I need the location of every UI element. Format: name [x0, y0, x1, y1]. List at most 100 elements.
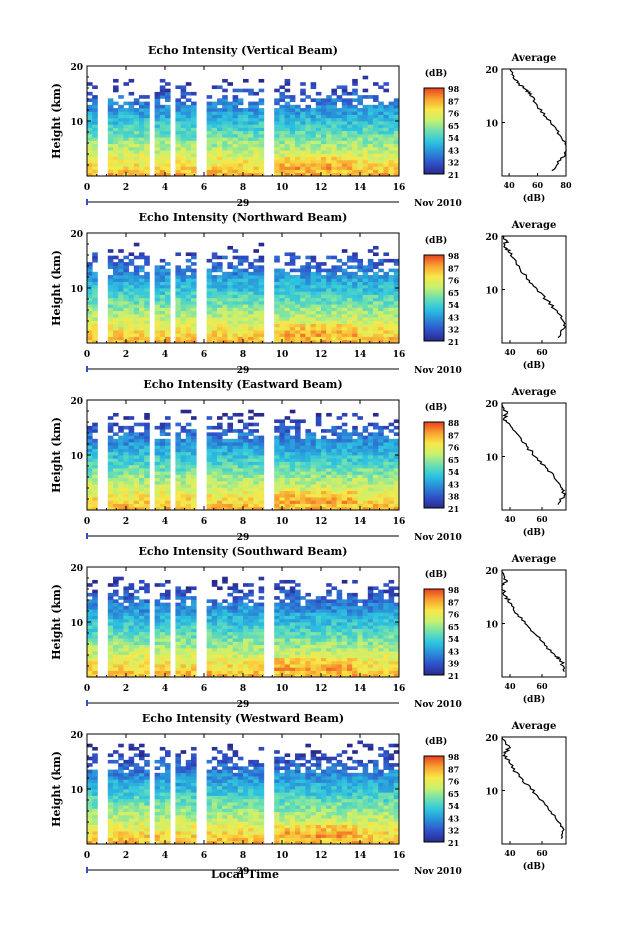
heatmap-cell [378, 140, 384, 145]
heatmap-cell [383, 150, 389, 154]
heatmap-cell [357, 121, 363, 125]
heatmap-cell [253, 448, 259, 453]
heatmap-cell [232, 445, 239, 449]
heatmap-cell [123, 634, 129, 639]
heatmap-cell [180, 95, 187, 99]
heatmap-cell [367, 474, 374, 479]
heatmap-cell [289, 137, 296, 141]
heatmap-cell [362, 307, 369, 312]
heatmap-cell [295, 278, 301, 282]
heatmap-cell [144, 442, 150, 446]
heatmap-cell [107, 288, 114, 292]
heatmap-cell [165, 336, 171, 341]
heatmap-cell [357, 163, 363, 167]
heatmap-cell [253, 484, 259, 488]
heatmap-cell [378, 500, 384, 504]
heatmap-cell [321, 121, 327, 125]
heatmap-cell [258, 320, 265, 324]
heatmap-cell [87, 300, 93, 305]
heatmap-cell [232, 98, 239, 102]
heatmap-cell [227, 310, 233, 315]
heatmap-cell [118, 673, 124, 678]
heatmap-cell [362, 294, 369, 299]
heatmap-cell [300, 506, 306, 511]
heatmap-cell [284, 294, 291, 299]
heatmap-cell [352, 448, 358, 453]
heatmap-cell [367, 323, 374, 328]
heatmap-cell [118, 602, 124, 607]
heatmap-cell [123, 644, 129, 649]
heatmap-cell [274, 451, 280, 456]
heatmap-cell [284, 288, 291, 292]
heatmap-cell [191, 130, 197, 135]
heatmap-cell [227, 307, 233, 312]
heatmap-cell [315, 490, 322, 495]
heatmap-cell [92, 467, 98, 472]
heatmap-cell [352, 284, 358, 289]
heatmap-cell [321, 480, 327, 485]
heatmap-cell [243, 425, 249, 430]
heatmap-cell [180, 310, 187, 315]
heatmap-cell [227, 657, 233, 662]
heatmap-cell [159, 330, 166, 334]
heatmap-cell [383, 474, 389, 479]
heatmap-cell [222, 153, 228, 157]
heatmap-cell [357, 258, 363, 263]
heatmap-cell [295, 455, 301, 459]
heatmap-cell [321, 339, 327, 344]
heatmap-cell [315, 461, 322, 466]
heatmap-cell [243, 644, 249, 649]
heatmap-cell [159, 451, 166, 456]
heatmap-cell [232, 448, 239, 453]
heatmap-cell [279, 156, 285, 161]
average-x-label: (dB) [523, 193, 545, 204]
heatmap-cell [326, 326, 332, 331]
heatmap-cell [133, 477, 140, 482]
heatmap-cell [393, 506, 400, 511]
heatmap-cell [159, 644, 166, 649]
heatmap-cell [232, 654, 239, 658]
heatmap-cell [154, 117, 161, 122]
heatmap-cell [159, 159, 166, 164]
heatmap-cell [321, 497, 327, 501]
heatmap-cell [237, 163, 244, 167]
heatmap-cell [331, 265, 337, 269]
heatmap-cell [191, 310, 197, 315]
heatmap-cell [315, 455, 322, 459]
heatmap-cell [305, 435, 311, 440]
heatmap-cell [191, 458, 197, 462]
heatmap-cell [373, 150, 379, 154]
heatmap-cell [185, 660, 192, 665]
heatmap-cell [347, 108, 353, 112]
heatmap-cell [289, 275, 296, 279]
heatmap-cell [154, 657, 161, 662]
heatmap-cell [383, 448, 389, 453]
heatmap-cell [128, 592, 135, 597]
heatmap-cell [211, 477, 218, 482]
heatmap-cell [123, 670, 129, 675]
heatmap-cell [232, 140, 239, 145]
heatmap-cell [279, 333, 285, 337]
heatmap-cell [139, 146, 145, 151]
heatmap-cell [347, 503, 353, 508]
heatmap-cell [326, 451, 332, 456]
heatmap-cell [92, 323, 98, 328]
heatmap-cell [180, 166, 187, 170]
heatmap-cell [123, 641, 129, 646]
heatmap-cell [185, 664, 192, 668]
heatmap-cell [154, 425, 161, 430]
heatmap-cell [367, 249, 374, 253]
heatmap-cell [373, 471, 379, 475]
heatmap-cell [284, 172, 291, 177]
heatmap-cell [289, 291, 296, 295]
heatmap-cell [217, 323, 223, 328]
heatmap-cell [274, 156, 280, 161]
heatmap-cell [144, 599, 150, 603]
heatmap-cell [154, 622, 161, 626]
heatmap-cell [180, 409, 187, 414]
heatmap-cell [133, 291, 140, 295]
heatmap-cell [175, 471, 181, 475]
heatmap-cell [243, 641, 249, 646]
heatmap-cell [107, 448, 114, 453]
heatmap-cell [159, 425, 166, 430]
